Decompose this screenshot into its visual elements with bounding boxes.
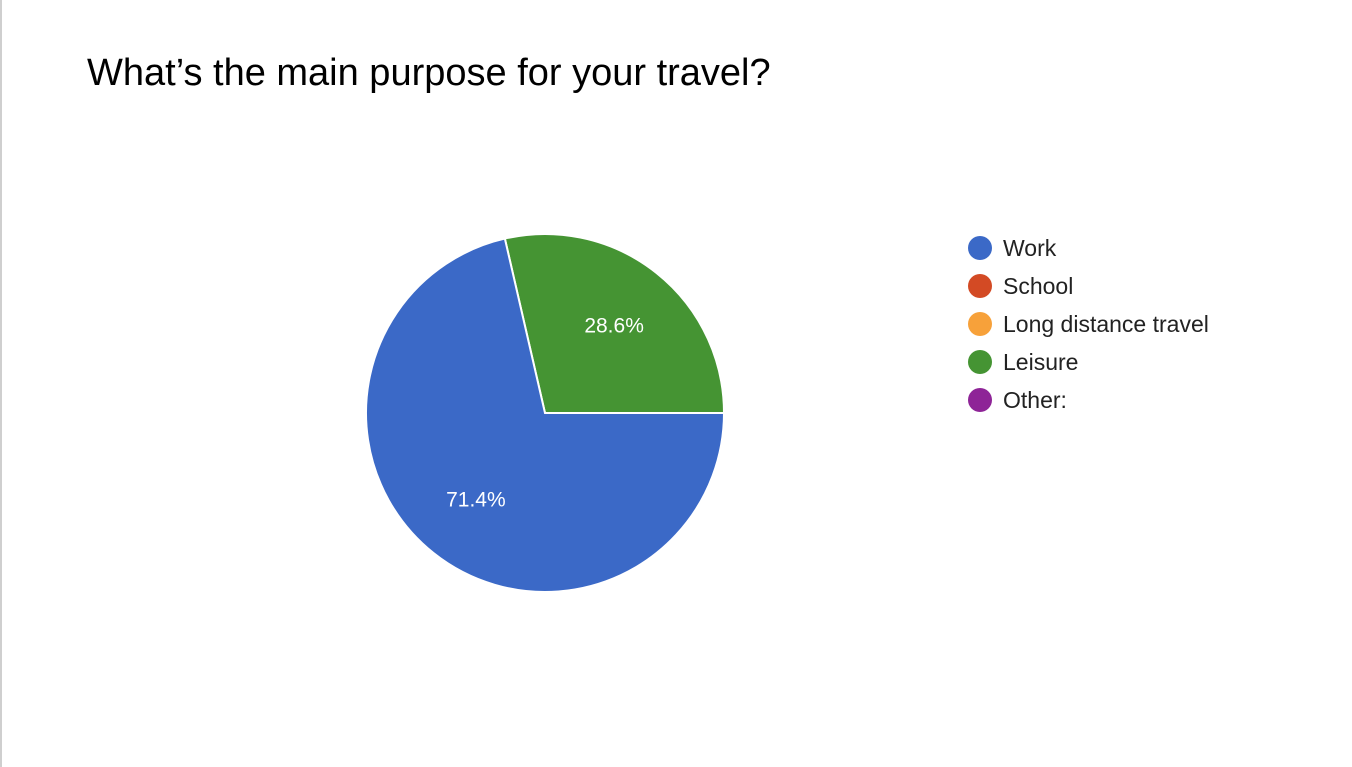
legend-label-other: Other: (1003, 386, 1067, 413)
legend-item-work: Work (968, 229, 1209, 267)
slice-label-leisure: 28.6% (584, 315, 644, 338)
legend-swatch-work (968, 236, 992, 260)
legend-swatch-leisure (968, 350, 992, 374)
legend-label-school: School (1003, 272, 1074, 299)
legend-swatch-long-distance-travel (968, 312, 992, 336)
legend-item-school: School (968, 267, 1209, 305)
legend-item-leisure: Leisure (968, 343, 1209, 381)
legend-swatch-school (968, 274, 992, 298)
chart-legend: Work School Long distance travel Leisure Oth… (968, 229, 1209, 419)
left-border (0, 0, 2, 767)
legend-item-long-distance-travel: Long distance travel (968, 305, 1209, 343)
slice-label-work: 71.4% (446, 488, 506, 511)
legend-item-other: Other: (968, 381, 1209, 419)
legend-label-leisure: Leisure (1003, 348, 1079, 375)
chart-title: What’s the main purpose for your travel? (87, 52, 771, 94)
pie-slice-work (365, 237, 726, 593)
legend-label-work: Work (1003, 234, 1057, 261)
legend-swatch-other (968, 388, 992, 412)
pie-slice-leisure (503, 233, 726, 414)
legend-label-long-distance-travel: Long distance travel (1003, 310, 1209, 337)
